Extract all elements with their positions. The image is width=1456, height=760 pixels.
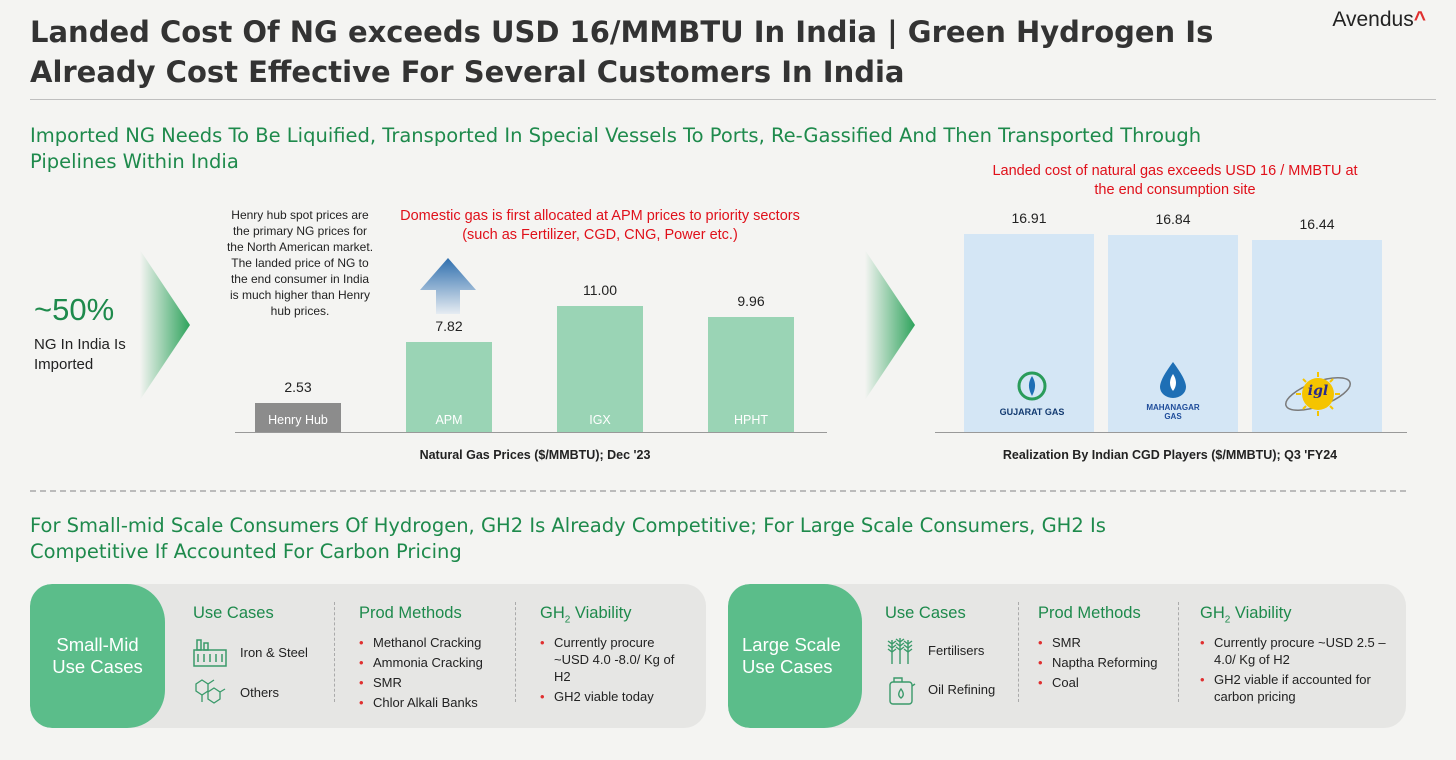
bar-value-label: 16.44 [1299,215,1335,232]
avendus-logo: Avendus^ [1332,8,1426,32]
header-divider [30,99,1436,100]
gh-subscript: 2 [564,614,571,626]
prod-method-item: Naptha Reforming [1038,654,1188,671]
prod-methods-heading: Prod Methods [359,604,462,622]
mahanagar-gas-text2: GAS [1164,412,1182,421]
henry-hub-note: Henry hub spot prices are the primary NG… [226,208,374,318]
gh-prefix: GH [540,604,565,622]
viability-heading: GH2 Viability [540,604,631,625]
small-mid-card: Small-Mid Use Cases Use Cases Iron & Ste… [30,584,706,728]
prod-method-item: Coal [1038,674,1188,691]
bar-value-label: 7.82 [435,318,463,335]
oil-can-icon [889,677,916,705]
prod-methods-list: Methanol Cracking Ammonia Cracking SMR C… [359,634,509,714]
bar-value-label: 16.84 [1155,210,1191,227]
prod-method-item: Methanol Cracking [359,634,509,651]
bar-value-label: 2.53 [284,378,312,395]
use-cases-heading: Use Cases [885,604,966,622]
wheat-icon [887,638,913,664]
viability-list: Currently procure ~USD 2.5 – 4.0/ Kg of … [1200,634,1390,708]
bar-henry-hub: Henry Hub [255,402,341,432]
igl-text: igl [1307,383,1329,399]
bar-value-label: 9.96 [737,293,765,310]
bar-value-label: 16.91 [1011,210,1047,227]
import-stat-value: ~50% [34,292,115,327]
column-separator [1018,602,1019,702]
bar-value-label: 11.00 [583,281,617,298]
bar-hpht: HPHT [708,317,794,432]
gh-subscript: 2 [1224,614,1231,626]
page-title: Landed Cost Of NG exceeds USD 16/MMBTU I… [30,15,1214,89]
section1-heading: Imported NG Needs To Be Liquified, Trans… [30,124,1202,173]
large-scale-card: Large Scale Use Cases Use Cases Fertilis… [728,584,1406,728]
viability-item: GH2 viable today [540,688,690,705]
use-cases-heading: Use Cases [193,604,274,622]
use-case-label: Others [240,684,280,700]
x-axis-line [935,432,1407,433]
viability-item: GH2 viable if accounted for carbon prici… [1200,671,1390,705]
logo-mark: ^ [1413,8,1426,31]
left-chevron-arrow [140,250,190,400]
viability-item: Currently procure ~USD 4.0 -8.0/ Kg of H… [540,634,690,685]
prod-method-item: SMR [359,674,509,691]
gujarat-gas-text: GUJARAT GAS [999,407,1065,417]
use-case-label: Fertilisers [928,642,985,658]
use-case-label: Oil Refining [928,681,996,697]
gujarat-gas-flame-icon [1017,371,1047,401]
use-case-item: Others [192,676,279,708]
large-scale-tag: Large Scale Use Cases [728,584,862,728]
prod-method-item: Chlor Alkali Banks [359,694,509,711]
use-case-item: Iron & Steel [192,636,308,668]
gujarat-gas-logo: GUJARAT GAS [995,370,1069,417]
mahanagar-gas-drop-icon [1160,362,1186,398]
molecule-icon [195,679,226,704]
gh-prefix: GH [1200,604,1225,622]
mahanagar-gas-text1: MAHANAGAR [1146,403,1200,412]
prod-method-item: SMR [1038,634,1188,651]
landed-cost-note: Landed cost of natural gas exceeds USD 1… [992,163,1358,198]
up-arrow-icon [420,258,476,314]
igl-logo: igl [1278,368,1358,420]
bar-mahanagar-gas [1108,234,1238,432]
viability-list: Currently procure ~USD 4.0 -8.0/ Kg of H… [540,634,690,708]
right-chevron-arrow [865,250,915,400]
bar-category-label: Henry Hub [268,412,328,427]
viability-label: Viability [574,604,632,622]
use-case-item: Fertilisers [884,634,984,666]
small-mid-tag: Small-Mid Use Cases [30,584,165,728]
column-separator [334,602,335,702]
viability-item: Currently procure ~USD 2.5 – 4.0/ Kg of … [1200,634,1390,668]
column-separator [515,602,516,702]
viability-label: Viability [1234,604,1292,622]
chart1-caption: Natural Gas Prices ($/MMBTU); Dec '23 [419,448,651,462]
bar-category-label: HPHT [733,412,769,427]
prod-methods-heading: Prod Methods [1038,604,1141,622]
prod-methods-list: SMR Naptha Reforming Coal [1038,634,1188,694]
section2-heading: For Small-mid Scale Consumers Of Hydroge… [30,514,1106,563]
factory-icon [193,639,227,667]
bar-category-label: IGX [589,413,611,427]
igl-sun-icon [1285,372,1351,416]
section-divider [30,490,1406,492]
logo-text: Avendus [1332,8,1414,31]
bar-category-label: APM [435,412,463,427]
x-axis-line [235,432,827,433]
column-separator [1178,602,1179,702]
ng-price-chart: Henry Hub 2.53 APM 7.82 IGX 11.00 HPHT 9.96 [235,250,827,440]
chart2-caption: Realization By Indian CGD Players ($/MMB… [1002,448,1338,462]
viability-heading: GH2 Viability [1200,604,1291,625]
bar-igx: IGX [557,305,643,432]
use-case-item: Oil Refining [884,672,995,706]
use-case-label: Iron & Steel [240,644,308,660]
apm-note: Domestic gas is first allocated at APM p… [400,208,800,243]
prod-method-item: Ammonia Cracking [359,654,509,671]
import-stat-label: NG In India Is Imported [34,336,126,373]
mahanagar-gas-logo: MAHANAGAR GAS [1140,360,1206,421]
bar-apm: APM [406,342,492,432]
